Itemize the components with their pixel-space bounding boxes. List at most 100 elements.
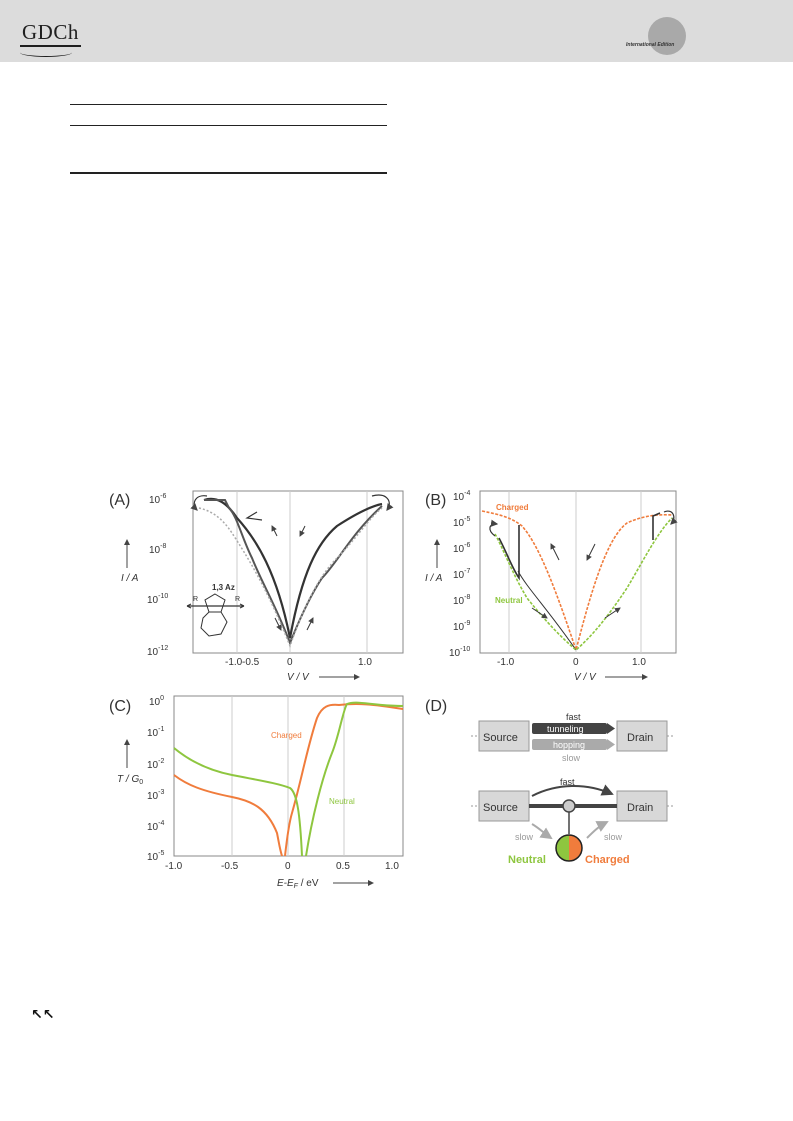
panel-d-tunneling-label: tunneling xyxy=(547,724,584,734)
panel-d-source-box-1 xyxy=(478,720,530,752)
panel-a-direction-arrow-icon xyxy=(271,525,278,537)
panel-c-ytick: 10-2 xyxy=(147,758,164,771)
panel-d-neutral-label: Neutral xyxy=(508,854,546,866)
panel-a-ytick: 10-12 xyxy=(147,645,168,658)
panel-b-ytick: 10-6 xyxy=(453,542,470,555)
panel-d-hopping-label: hopping xyxy=(553,740,585,750)
table-header-rule xyxy=(70,125,387,126)
panel-a-direction-arrow-icon xyxy=(299,525,306,537)
panel-b-loop-arrow-icon xyxy=(663,510,678,525)
panel-b-xtick: -1.0 xyxy=(497,657,515,668)
panel-a-plot-frame xyxy=(192,490,404,654)
panel-b-label: (B) xyxy=(425,492,446,509)
panel-b-ytick: 10-4 xyxy=(453,490,470,503)
panel-b-xtick: 1.0 xyxy=(632,657,646,668)
panel-b-direction-arrow-icon xyxy=(550,543,560,561)
panel-b-loop-arrow-icon xyxy=(489,519,499,537)
panel-b-direction-arrow-icon xyxy=(531,607,548,619)
panel-c-neutral-label: Neutral xyxy=(329,797,355,806)
panel-a-label: (A) xyxy=(109,492,130,509)
panel-c-ytick: 10-3 xyxy=(147,789,164,802)
svg-text:R: R xyxy=(235,596,240,603)
panel-d-drain-label-2: Drain xyxy=(627,802,653,814)
panel-b-ytick: 10-5 xyxy=(453,516,470,529)
panel-d-fast-arrow-icon xyxy=(531,784,614,797)
table-bottom-rule xyxy=(70,172,387,174)
panel-a-xtick: 0 xyxy=(287,657,293,668)
double-arrow-up-left-icon[interactable]: ↖↖ xyxy=(31,1006,55,1022)
panel-d-charged-half-icon xyxy=(569,835,582,861)
panel-c-xtick: 0 xyxy=(285,861,291,872)
panel-c-ytick: 10-1 xyxy=(147,726,164,739)
panel-a-curve xyxy=(245,511,263,521)
panel-d-slow-label-2: slow xyxy=(515,832,534,842)
panel-d-charged-label: Charged xyxy=(585,854,630,866)
panel-a-curve xyxy=(198,507,383,649)
panel-c-charged-label: Charged xyxy=(271,731,302,740)
gdch-logo: GDCh xyxy=(20,20,81,57)
panel-a-xtick: 1.0 xyxy=(358,657,372,668)
panel-b-xtick: 0 xyxy=(573,657,579,668)
panel-d-label: (D) xyxy=(425,698,447,715)
panel-b-direction-arrow-icon xyxy=(586,543,596,561)
panel-d-source-box-2 xyxy=(478,790,530,822)
panel-d-slow-arrow-icon xyxy=(531,823,553,840)
panel-c-neutral-curve xyxy=(173,701,404,857)
panel-a-ytick: 10-8 xyxy=(149,543,166,556)
panel-b-ytick: 10-9 xyxy=(453,620,470,633)
panel-a-loop-arrow-icon xyxy=(190,495,208,511)
edition-label: International Edition xyxy=(626,42,675,48)
panel-b-switch-line xyxy=(652,512,661,540)
panel-b-ytick: 10-7 xyxy=(453,568,470,581)
panel-a-direction-arrow-icon xyxy=(306,617,314,631)
panel-c-xtick: 1.0 xyxy=(385,861,399,872)
panel-c-ytick: 100 xyxy=(149,695,164,708)
panel-b-ylabel: I / A xyxy=(425,573,443,584)
journal-header: GDCh International Edition xyxy=(0,0,793,62)
panel-a-xlabel: V / V xyxy=(287,672,310,683)
panel-b-charged-label: Charged xyxy=(496,503,529,512)
figure-svg: (A) 10-6 10-8 10-10 10-12 I / A -1.0 -0.… xyxy=(109,490,678,890)
table-top-rule xyxy=(70,104,387,105)
panel-d-slow-arrow-icon xyxy=(586,821,609,839)
panel-b: (B) 10-4 10-5 10-6 10-7 10-8 10-9 10-10 … xyxy=(425,490,678,683)
panel-d-molecule-node-icon xyxy=(562,799,576,813)
panel-c-ytick: 10-5 xyxy=(147,850,164,863)
azulene-molecule-icon: 1,3 Az R R xyxy=(186,583,245,637)
panel-a-ytick: 10-10 xyxy=(147,593,168,606)
panel-d-source-label-2: Source xyxy=(483,802,518,814)
panel-d-slow-label-1: slow xyxy=(562,753,581,763)
panel-a: (A) 10-6 10-8 10-10 10-12 I / A -1.0 -0.… xyxy=(109,490,404,683)
panel-a-direction-arrow-icon xyxy=(274,617,282,631)
panel-b-plot-frame xyxy=(479,490,677,654)
panel-d-tunneling-arrow-icon xyxy=(532,723,607,734)
panel-c-label: (C) xyxy=(109,698,131,715)
panel-b-neutral-curve xyxy=(494,517,673,652)
panel-d-fast-label-2: fast xyxy=(560,777,575,787)
panel-c-xtick: 0.5 xyxy=(336,861,350,872)
panel-d-hopping-arrow-icon xyxy=(532,739,607,750)
panel-a-curve xyxy=(204,499,383,646)
panel-c-charged-curve xyxy=(173,703,404,857)
panel-a-loop-arrow-icon xyxy=(371,494,394,511)
edition-badge-icon xyxy=(648,17,686,55)
panel-d-neutral-half-icon xyxy=(556,835,569,861)
panel-b-charged-curve xyxy=(517,570,577,651)
panel-b-charged-curve xyxy=(481,510,673,653)
svg-text:R: R xyxy=(193,596,198,603)
panel-d-source-label-1: Source xyxy=(483,732,518,744)
panel-a-ylabel: I / A xyxy=(121,573,139,584)
panel-c-ylabel: T / G0 xyxy=(117,774,143,786)
figure: (A) 10-6 10-8 10-10 10-12 I / A -1.0 -0.… xyxy=(107,478,697,898)
panel-d-drain-box-2 xyxy=(616,790,668,822)
panel-d-drain-label-1: Drain xyxy=(627,732,653,744)
panel-a-xtick: -0.5 xyxy=(242,657,260,668)
panel-d-fast-label-1: fast xyxy=(566,712,581,722)
panel-c-xtick: -1.0 xyxy=(165,861,183,872)
panel-d-slow-label-3: slow xyxy=(604,832,623,842)
panel-d-drain-box-1 xyxy=(616,720,668,752)
panel-b-ytick: 10-8 xyxy=(453,594,470,607)
panel-b-xlabel: V / V xyxy=(574,672,597,683)
panel-a-ytick: 10-6 xyxy=(149,493,166,506)
panel-c-xlabel: E-EF / eV xyxy=(277,878,319,890)
